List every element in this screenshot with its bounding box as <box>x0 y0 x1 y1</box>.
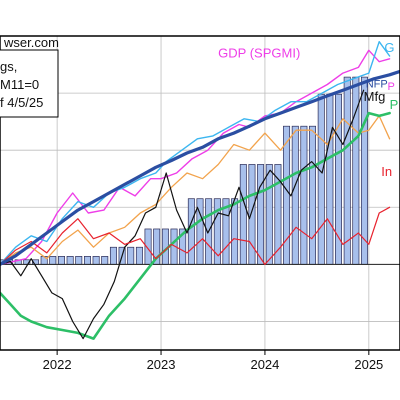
series-line-4 <box>0 89 365 340</box>
bar-30 <box>257 164 265 265</box>
bar-6 <box>49 256 57 265</box>
bar-9 <box>75 256 83 265</box>
series-label-0: GDP (SPGMI) <box>218 46 300 61</box>
series-label-2: NFP <box>366 78 388 90</box>
watermark-text: wser.com <box>3 35 59 50</box>
series-line-0 <box>0 49 391 266</box>
series-line-5 <box>0 206 391 265</box>
bar-28 <box>239 164 247 265</box>
bar-13 <box>109 246 117 265</box>
bar-40 <box>343 76 351 265</box>
bar-27 <box>231 198 239 265</box>
line-layer <box>0 41 400 340</box>
bar-37 <box>317 93 325 265</box>
legend-line-1: gs, <box>0 59 17 74</box>
bar-33 <box>283 125 291 265</box>
bar-22 <box>187 198 195 265</box>
series-label-5: P <box>390 97 399 112</box>
bar-39 <box>335 93 342 265</box>
legend-line-2: M11=0 <box>0 77 39 92</box>
legend-line-3: f 4/5/25 <box>0 95 43 110</box>
x-tick-label-1: 2023 <box>147 357 176 372</box>
series-label-4: Mfg <box>364 89 386 104</box>
x-tick-label-3: 2025 <box>354 357 383 372</box>
series-label-1: G <box>384 40 394 55</box>
bar-7 <box>58 256 65 265</box>
x-tick-layer: 2022 2023 2024 2025 <box>43 350 383 372</box>
bar-16 <box>135 246 143 265</box>
bar-38 <box>326 93 334 265</box>
bar-35 <box>300 125 308 265</box>
bar-12 <box>101 256 109 265</box>
bar-36 <box>309 125 317 265</box>
bar-10 <box>83 256 91 265</box>
series-line-6 <box>0 69 400 266</box>
bar-8 <box>66 256 74 265</box>
bar-15 <box>127 246 135 265</box>
series-line-1 <box>0 41 391 266</box>
series-label-6: In <box>381 164 392 179</box>
plot-frame <box>0 35 400 351</box>
x-tick-label-2: 2024 <box>250 357 279 372</box>
series-line-2 <box>0 115 391 266</box>
x-tick-label-0: 2022 <box>43 357 72 372</box>
legend-box <box>0 49 59 118</box>
bar-31 <box>265 164 273 265</box>
series-label-3: P <box>388 81 395 93</box>
series-line-3 <box>0 111 391 340</box>
bar-42 <box>360 76 368 265</box>
bar-34 <box>291 125 299 265</box>
bar-11 <box>92 256 100 265</box>
